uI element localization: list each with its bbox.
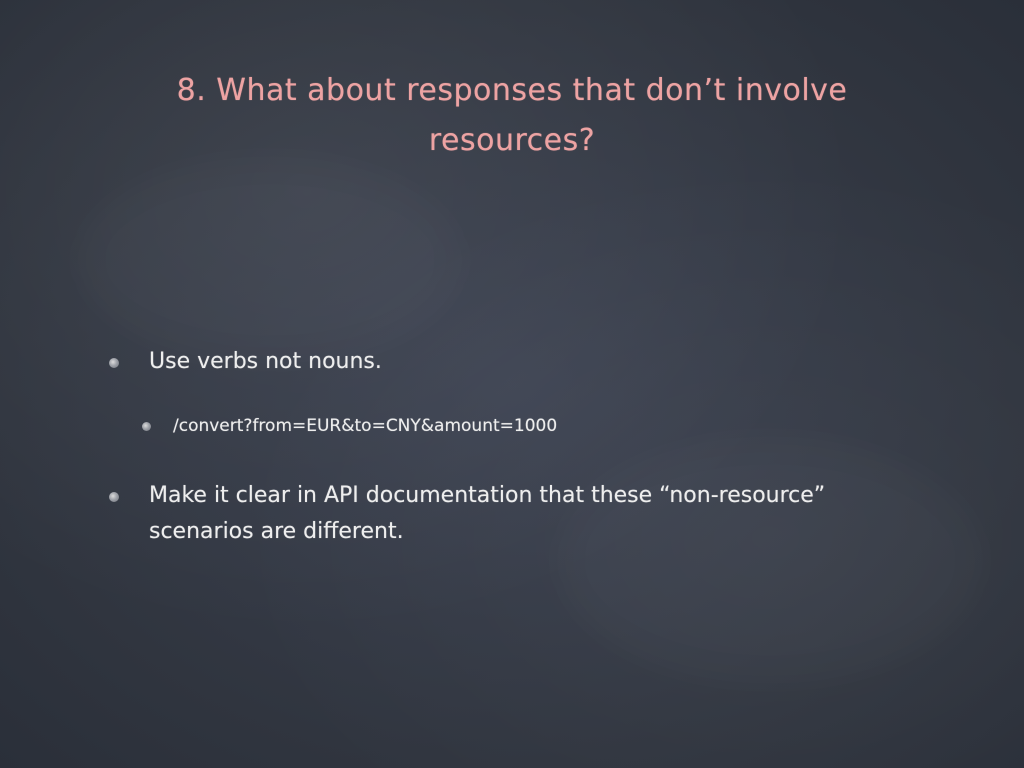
bullet-dot-icon bbox=[109, 492, 119, 502]
bullet-text: Use verbs not nouns. bbox=[149, 349, 382, 374]
bullet-dot-icon bbox=[109, 358, 119, 368]
bullet-text: /convert?from=EUR&to=CNY&amount=1000 bbox=[173, 416, 558, 436]
slide-title: 8. What about responses that don’t invol… bbox=[176, 73, 848, 158]
bullet-text: Make it clear in API documentation that … bbox=[149, 483, 826, 544]
sub-bullet-item: /convert?from=EUR&to=CNY&amount=1000 bbox=[142, 412, 913, 440]
bullet-item: Make it clear in API documentation that … bbox=[109, 478, 909, 550]
bullet-dot-icon bbox=[142, 422, 151, 431]
bullet-item: Use verbs not nouns. bbox=[109, 344, 909, 380]
